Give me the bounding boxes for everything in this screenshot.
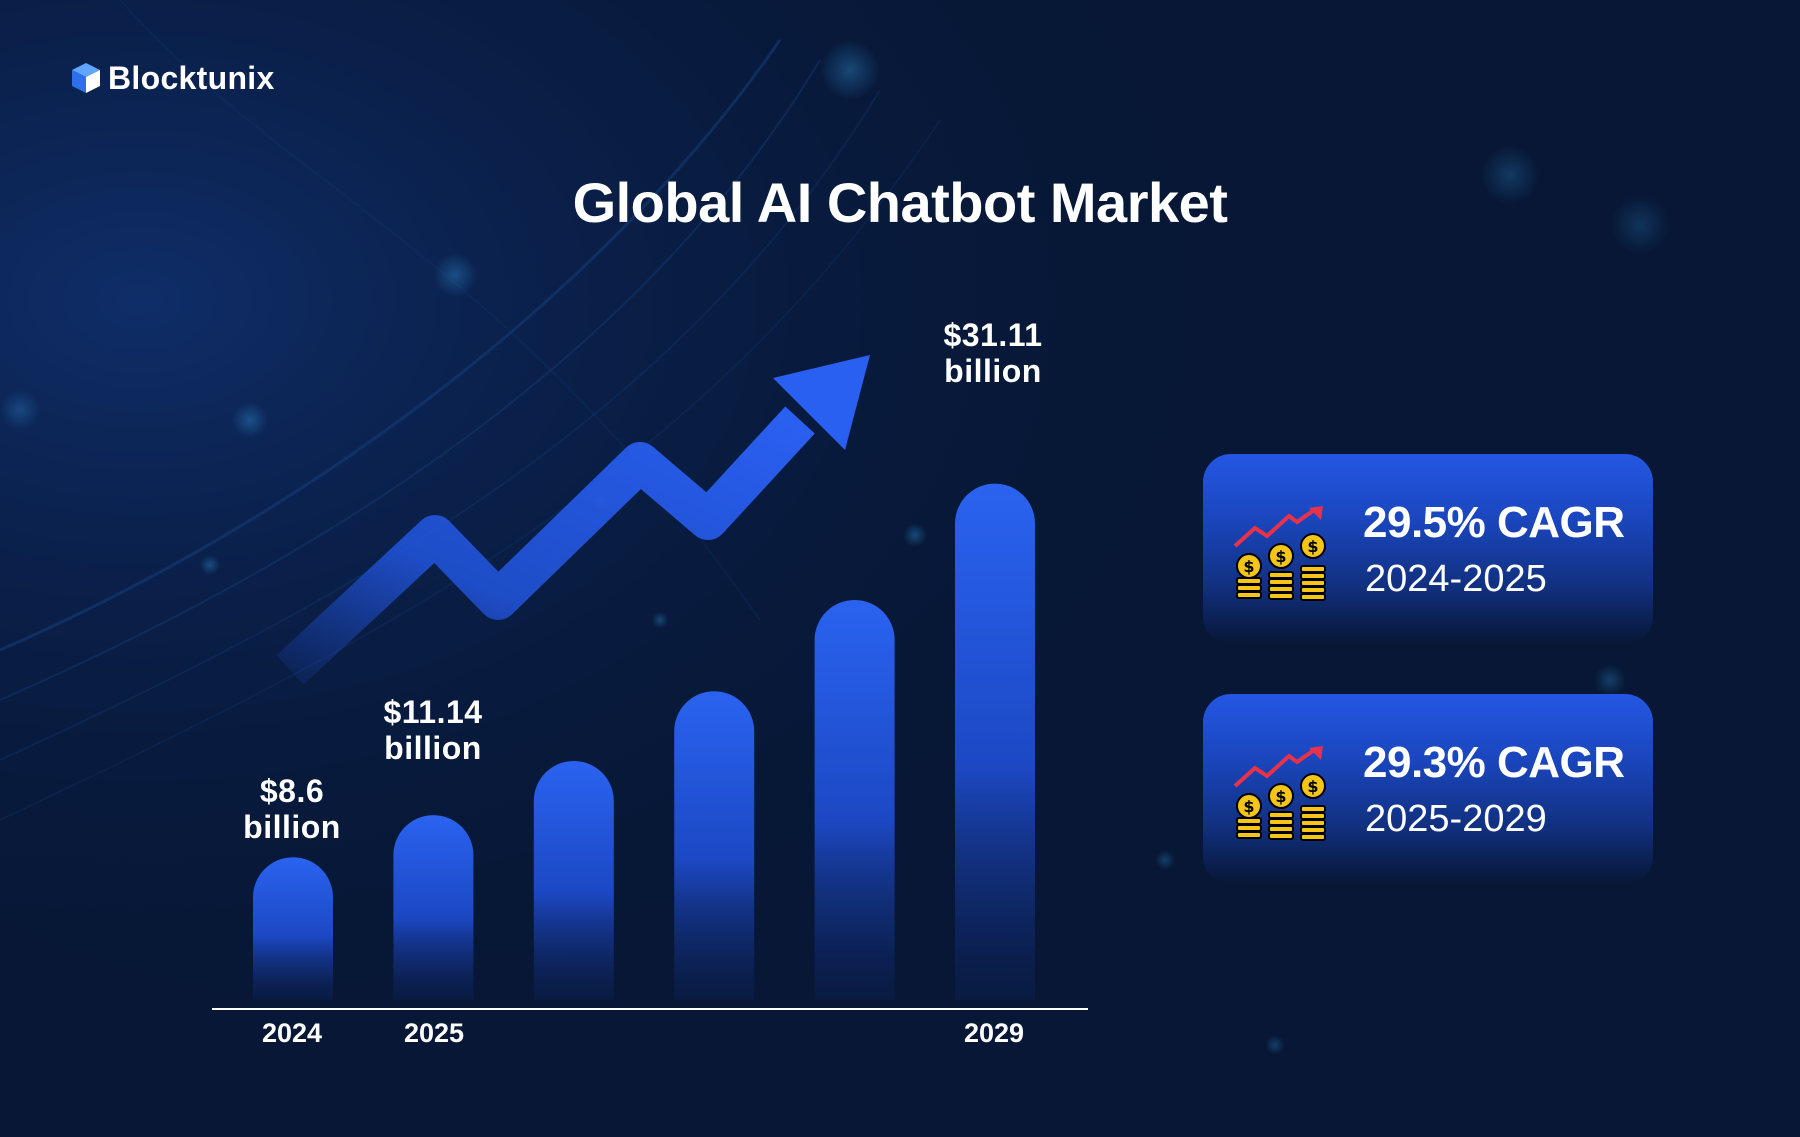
cagr-card: $ $ $ 29.5% CAGR 2024-2025: [1203, 454, 1653, 644]
cagr-value: 29.5% CAGR: [1363, 498, 1625, 547]
svg-text:$: $: [1243, 557, 1254, 576]
cagr-period: 2025-2029: [1365, 798, 1547, 840]
cagr-value: 29.3% CAGR: [1363, 738, 1625, 787]
bar-2025: [393, 815, 474, 1000]
data-label-2025: $11.14 billion: [333, 694, 533, 766]
svg-text:$: $: [1275, 547, 1286, 566]
cagr-card: $ $ $ 29.3% CAGR 2025-2029: [1203, 694, 1653, 884]
cagr-period: 2024-2025: [1365, 558, 1547, 600]
brand-name: Blocktunix: [108, 59, 275, 96]
data-label-amount: $8.6: [259, 773, 325, 809]
svg-text:$: $: [1307, 537, 1318, 556]
svg-text:$: $: [1307, 777, 1318, 796]
trend-arrow-head: [773, 355, 870, 450]
growth-coins-icon: $ $ $: [1233, 506, 1326, 601]
x-tick-label: 2025: [403, 1018, 465, 1048]
bar-2029: [955, 483, 1035, 1000]
data-label-amount: $11.14: [383, 694, 483, 730]
svg-text:$: $: [1275, 787, 1286, 806]
bar-2027: [674, 691, 755, 1000]
brand-logo[interactable]: Blocktunix: [70, 58, 275, 98]
bar-2024: [253, 857, 333, 1000]
chart-title: Global AI Chatbot Market: [572, 171, 1228, 234]
bar-2026: [533, 760, 614, 1000]
trend-arrow-shaft: [276, 406, 815, 685]
data-label-unit: billion: [384, 730, 482, 766]
cube-icon: [72, 63, 100, 93]
x-tick-label: 2029: [963, 1018, 1025, 1048]
bar-2028: [814, 599, 895, 1000]
data-label-2029: $31.11 billion: [893, 317, 1093, 389]
svg-text:$: $: [1243, 797, 1254, 816]
data-label-2024: $8.6 billion: [192, 773, 392, 845]
data-label-unit: billion: [944, 353, 1042, 389]
x-tick-label: 2024: [261, 1018, 323, 1048]
growth-coins-icon: $ $ $: [1233, 746, 1326, 841]
data-label-unit: billion: [243, 809, 341, 845]
data-label-amount: $31.11: [943, 317, 1043, 353]
